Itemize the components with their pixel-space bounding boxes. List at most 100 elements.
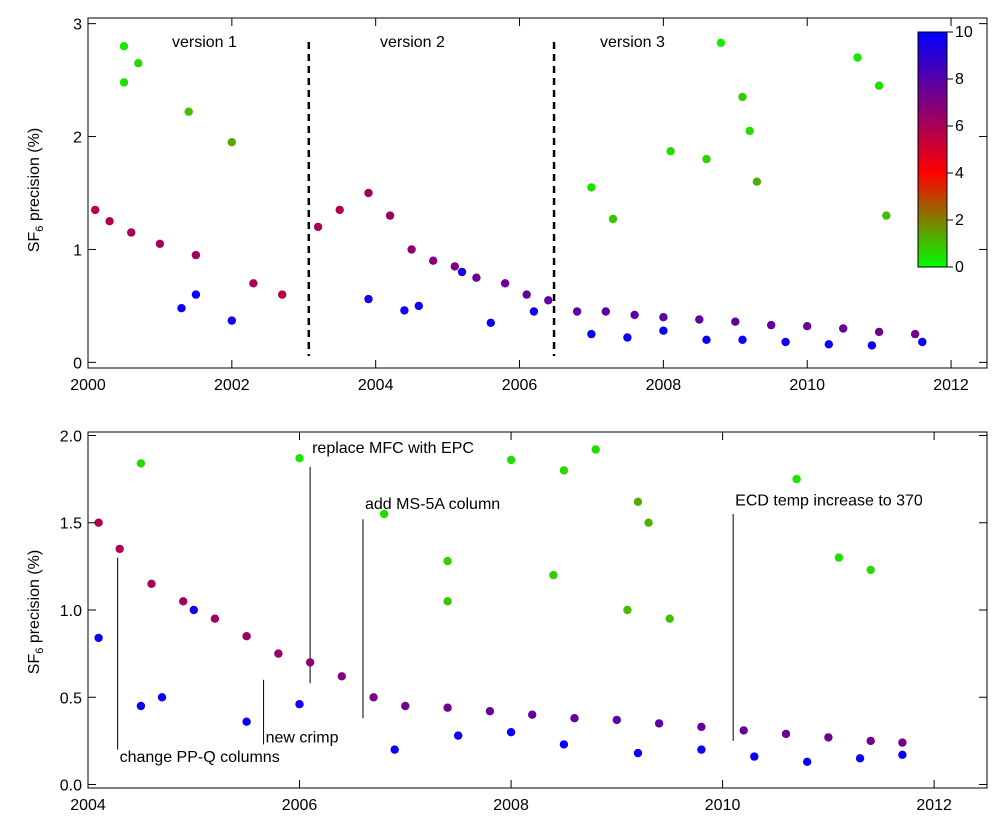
x-tick-label: 2008 (646, 377, 682, 394)
data-point (697, 722, 706, 732)
colorbar: 0 2 4 6 8 10 (917, 24, 973, 276)
data-point (839, 324, 848, 333)
data-point (457, 267, 467, 277)
colorbar-gradient (917, 31, 948, 268)
data-point (385, 211, 395, 220)
data-point (401, 701, 410, 711)
bottom-panel: change PP-Q columns new crimp replace MFC … (26, 428, 988, 814)
data-point (242, 632, 251, 641)
top-scatter-points (91, 38, 927, 350)
annotation-label: change PP-Q columns (120, 749, 280, 766)
data-point (94, 518, 103, 527)
data-point (364, 188, 373, 198)
data-point (702, 154, 711, 164)
data-point (305, 658, 315, 667)
data-point (227, 316, 236, 325)
data-point (472, 273, 481, 282)
data-point (781, 337, 790, 347)
data-point (898, 750, 907, 759)
data-point (898, 738, 907, 747)
data-point (486, 318, 495, 327)
data-point (695, 315, 704, 324)
x-tick-label: 2004 (358, 377, 394, 394)
data-point (702, 335, 711, 344)
y-tick-label: 0 (73, 355, 82, 372)
data-point (179, 597, 188, 606)
x-tick-label: 2002 (214, 377, 250, 394)
data-point (745, 126, 754, 136)
data-point (633, 497, 643, 506)
data-point (659, 313, 668, 322)
data-point (157, 693, 167, 702)
data-point (750, 752, 759, 761)
data-point (623, 605, 632, 615)
top-version-dividers (307, 42, 556, 356)
top-plot-frame (87, 17, 988, 369)
data-point (572, 307, 582, 316)
data-point (591, 445, 600, 454)
y-tick-label: 1.0 (60, 603, 82, 620)
data-point (429, 256, 438, 265)
data-point (506, 455, 516, 465)
data-point (136, 459, 146, 468)
data-point (295, 700, 304, 709)
data-point (242, 717, 251, 726)
colorbar-tick-label: 0 (955, 259, 964, 276)
data-point (544, 296, 553, 305)
bottom-y-axis-label: SF6 precision (%) (26, 550, 46, 674)
top-x-axis: 2000 2002 2004 2006 2008 2010 2012 (70, 18, 969, 394)
data-point (522, 290, 531, 299)
x-tick-label: 2012 (933, 377, 969, 394)
data-point (136, 701, 146, 711)
version-2-label: version 2 (380, 34, 445, 51)
y-tick-label: 3 (73, 17, 82, 34)
data-point (559, 466, 569, 475)
top-y-axis-label: SF6 precision (%) (26, 128, 46, 252)
data-point (633, 748, 643, 758)
data-point (716, 38, 726, 47)
data-point (587, 183, 596, 192)
data-point (738, 92, 747, 102)
data-point (155, 239, 165, 248)
data-point (612, 715, 621, 725)
data-point (866, 565, 875, 575)
data-point (666, 147, 675, 156)
x-tick-label: 2006 (502, 377, 538, 394)
x-tick-label: 2000 (70, 377, 106, 394)
data-point (644, 518, 653, 527)
x-tick-label: 2008 (493, 797, 529, 814)
data-point (454, 731, 463, 740)
data-point (443, 556, 452, 566)
colorbar-tick-label: 4 (955, 165, 964, 182)
data-point (337, 672, 346, 681)
colorbar-ticks: 0 2 4 6 8 10 (947, 24, 973, 276)
data-point (127, 228, 136, 237)
data-point (803, 757, 812, 766)
data-point (867, 341, 877, 350)
data-point (528, 710, 537, 719)
data-point (630, 310, 639, 320)
data-point (752, 177, 762, 186)
data-point (379, 509, 389, 519)
data-point (500, 279, 510, 288)
data-point (506, 728, 516, 737)
data-point (177, 304, 186, 313)
data-point (274, 649, 283, 658)
annotation-label: new crimp (266, 730, 339, 747)
bottom-scatter-points (94, 445, 907, 766)
data-point (147, 579, 156, 588)
annotation-label: add MS-5A column (365, 496, 500, 513)
data-point (731, 317, 740, 326)
y-tick-label: 1.5 (60, 516, 82, 533)
x-tick-label: 2006 (282, 797, 318, 814)
data-point (91, 205, 100, 215)
data-point (654, 719, 664, 728)
data-point (739, 726, 748, 735)
data-point (824, 733, 833, 742)
colorbar-tick-label: 6 (955, 118, 964, 135)
data-point (608, 214, 618, 224)
x-tick-label: 2004 (70, 797, 106, 814)
data-point (866, 736, 875, 746)
